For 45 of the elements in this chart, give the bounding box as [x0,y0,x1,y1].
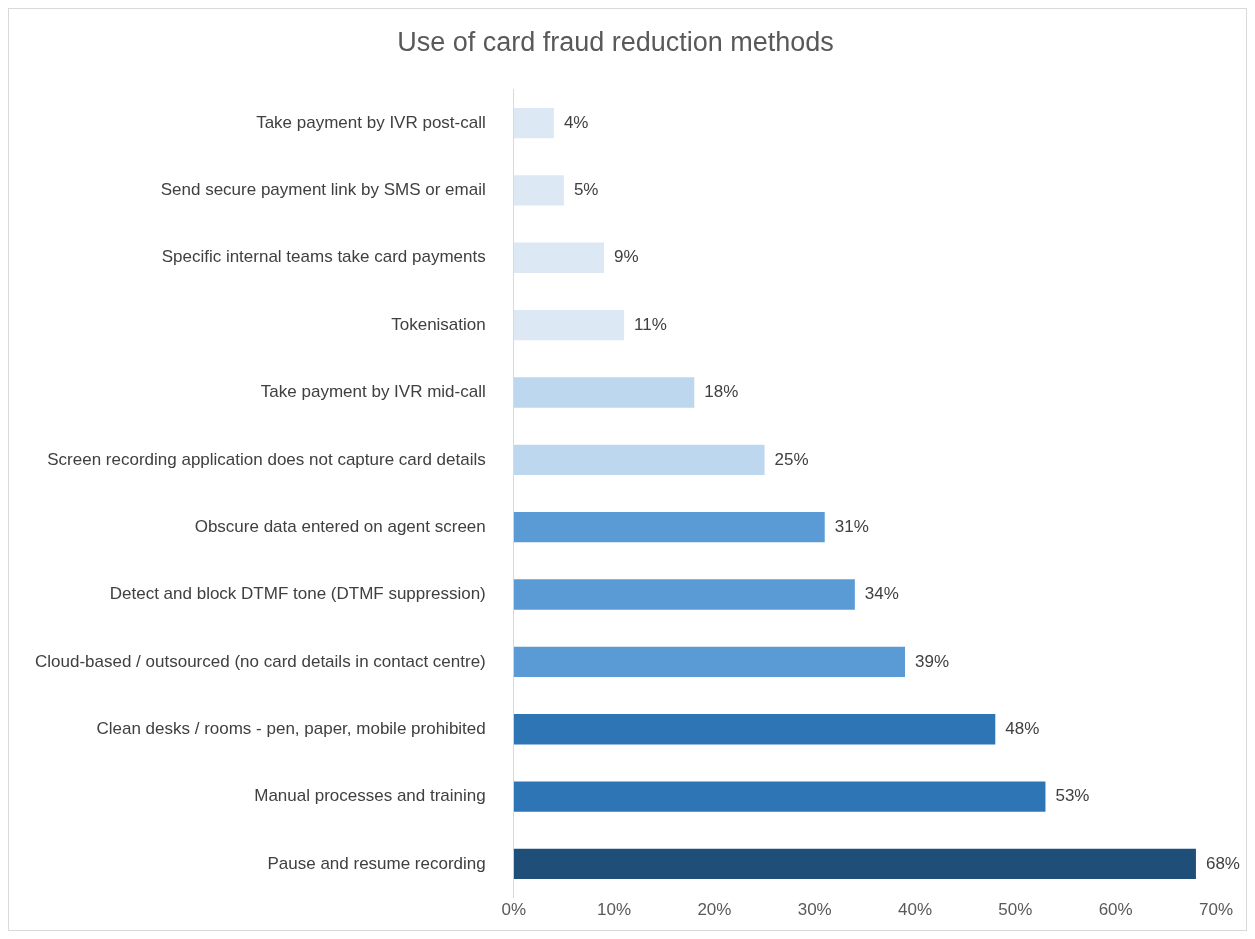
data-label: 39% [915,651,950,671]
bar [513,646,905,678]
y-tick-label: Send secure payment link by SMS or email [160,180,486,200]
x-tick-label: 40% [898,900,933,920]
bar [513,175,564,206]
data-label: 18% [704,382,739,402]
y-tick-label: Tokenisation [391,314,486,334]
x-tick-label: 0% [501,900,527,920]
data-label: 31% [834,516,869,536]
y-tick-label: Pause and resume recording [267,853,486,873]
bar [513,242,605,273]
x-tick-label: 20% [697,900,732,920]
data-label: 9% [614,247,639,267]
bar [513,714,996,745]
y-tick-label: Screen recording application does not capture card details [47,449,486,469]
bar [513,444,765,475]
y-tick-label: Take payment by IVR post-call [256,112,486,132]
bar [513,309,625,341]
bar [513,579,855,610]
x-tick-label: 30% [797,900,832,920]
data-label: 4% [563,112,589,132]
data-label: 5% [573,180,599,200]
x-tick-label: 60% [1098,900,1133,920]
x-tick-label: 70% [1198,900,1234,920]
data-label: 53% [1055,786,1090,806]
y-tick-label: Detect and block DTMF tone (DTMF suppression) [109,584,486,604]
data-label: 11% [634,314,667,334]
bar [513,848,1196,880]
y-tick-label: Cloud-based / outsourced (no card details in contact centre) [35,651,486,671]
data-label: 34% [864,584,899,604]
y-tick-label: Obscure data entered on agent screen [194,516,486,536]
bar [513,107,554,139]
x-tick-label: 50% [998,900,1033,920]
y-tick-label: Clean desks / rooms - pen, paper, mobile prohibited [96,718,486,738]
chart-title: Use of card fraud reduction methods [397,26,834,57]
y-tick-label: Take payment by IVR mid-call [260,382,486,402]
data-label: 68% [1205,853,1240,873]
y-tick-label: Specific internal teams take card payments [161,247,486,267]
bar [513,512,825,543]
data-label: 25% [774,449,809,469]
x-tick-label: 10% [597,900,632,920]
data-label: 48% [1005,718,1040,738]
y-tick-label: Manual processes and training [254,786,486,806]
bar [513,781,1046,812]
bar [513,377,695,408]
